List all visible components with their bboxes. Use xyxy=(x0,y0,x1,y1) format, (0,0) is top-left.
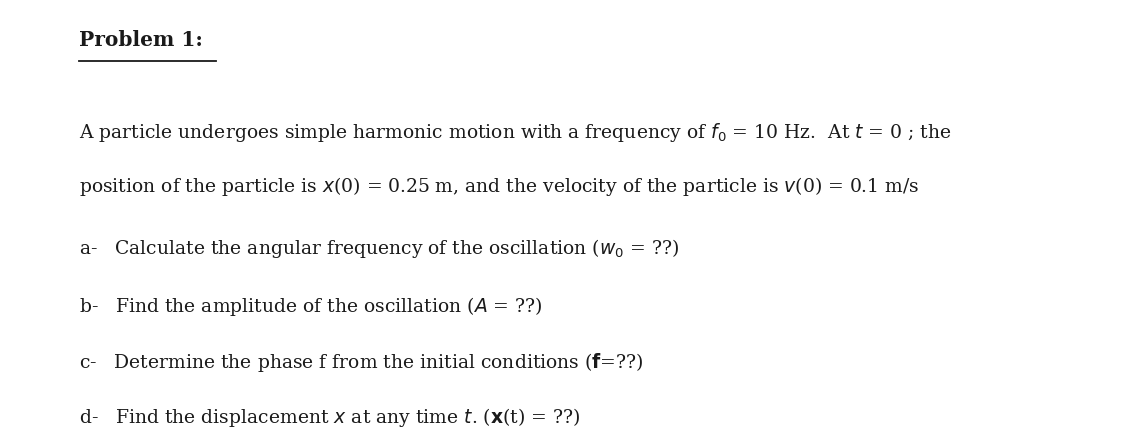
Text: d-   Find the displacement $x$ at any time $t$. ($\mathbf{x}$(t) = ??): d- Find the displacement $x$ at any time… xyxy=(79,405,579,428)
Text: position of the particle is $x$(0) = 0.25 m, and the velocity of the particle is: position of the particle is $x$(0) = 0.2… xyxy=(79,174,919,197)
Text: A particle undergoes simple harmonic motion with a frequency of $f_0$ = 10 Hz.  : A particle undergoes simple harmonic mot… xyxy=(79,120,951,143)
Text: Problem 1:: Problem 1: xyxy=(79,30,202,50)
Text: b-   Find the amplitude of the oscillation ($A$ = ??): b- Find the amplitude of the oscillation… xyxy=(79,295,542,317)
Text: a-   Calculate the angular frequency of the oscillation ($w_0$ = ??): a- Calculate the angular frequency of th… xyxy=(79,237,678,259)
Text: c-   Determine the phase f from the initial conditions ($\mathbf{f}$=??): c- Determine the phase f from the initia… xyxy=(79,350,643,373)
